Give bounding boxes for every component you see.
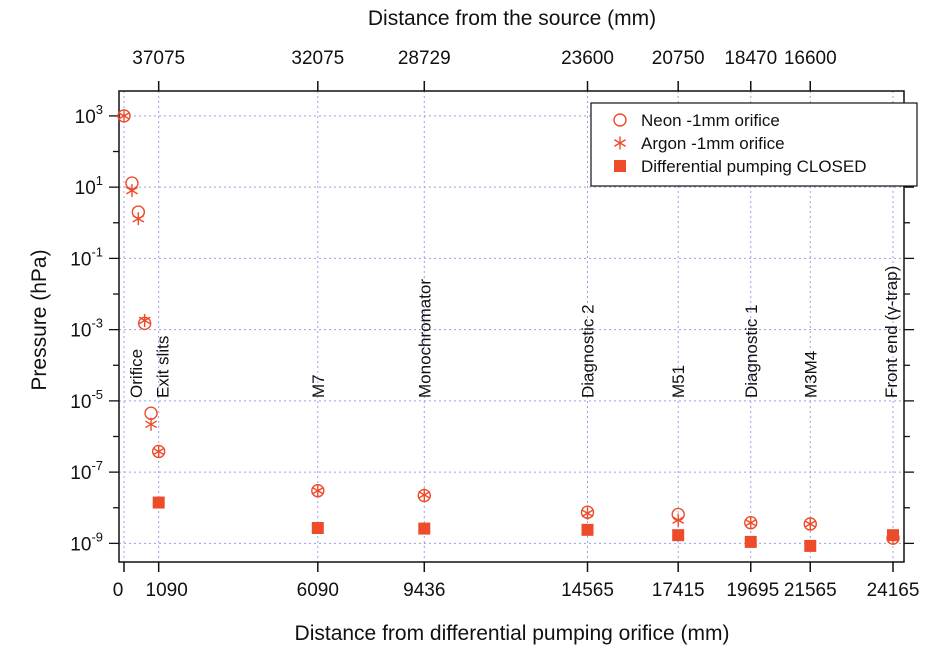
- annotation-label: Front end (γ-trap): [882, 266, 901, 398]
- y-tick-label: 101: [75, 173, 103, 199]
- annotation-label: M7: [309, 374, 328, 398]
- data-point-asterisk: [672, 513, 685, 527]
- x-tick-label: 19695: [726, 580, 779, 601]
- legend-label: Neon -1mm orifice: [641, 111, 780, 130]
- data-point-asterisk: [311, 484, 324, 498]
- data-point-asterisk: [145, 417, 158, 431]
- legend-marker-asterisk: [614, 136, 626, 150]
- x-tick-label: 1090: [146, 580, 188, 601]
- legend-label: Differential pumping CLOSED: [641, 157, 867, 176]
- data-point-asterisk: [138, 314, 151, 328]
- x2-tick-label: 28729: [398, 48, 451, 69]
- legend-marker-circle: [613, 113, 627, 127]
- y-tick-label: 10-3: [70, 316, 103, 342]
- x2-axis-title: Distance from the source (mm): [368, 7, 656, 30]
- location-annotations: Orifice Exit slits M7 Monochromator Diagnost…: [127, 266, 901, 398]
- data-point-asterisk: [125, 184, 138, 198]
- data-point-asterisk: [132, 212, 145, 226]
- legend-box: [590, 102, 918, 187]
- annotation-label: M3M4: [801, 351, 820, 398]
- y-axis-title: Pressure (hPa): [28, 249, 51, 390]
- x2-tick-label: 20750: [652, 48, 705, 69]
- y-tick-label: 10-7: [70, 458, 103, 484]
- data-point-asterisk: [152, 444, 165, 458]
- bottom-x-axis: 0 1090 6090 9436 14565 17415 19695 21565 24165: [113, 562, 920, 601]
- x2-tick-label: 32075: [291, 48, 344, 69]
- y-tick-label: 103: [75, 102, 103, 128]
- annotation-label: Diagnostic 1: [742, 304, 761, 398]
- x2-tick-label: 37075: [132, 48, 185, 69]
- x-tick-label: 17415: [652, 580, 705, 601]
- y-tick-label: 10-9: [70, 529, 103, 555]
- legend-label: Argon -1mm orifice: [641, 134, 785, 153]
- data-point-square: [744, 535, 757, 548]
- y-axis: 103 101 10-1 10-3 10-5 10-7 10-9: [70, 102, 914, 555]
- plot-frame: [118, 90, 905, 563]
- plot-border: [118, 90, 905, 563]
- annotation-label: Monochromator: [415, 279, 434, 398]
- data-point-square: [887, 529, 899, 542]
- y-tick-label: 10-5: [70, 387, 103, 413]
- x-tick-label: 6090: [297, 580, 339, 601]
- x2-tick-label: 18470: [724, 48, 777, 69]
- grid-lines: [119, 91, 904, 562]
- annotation-label: M51: [669, 365, 688, 398]
- top-x-axis: 37075 32075 28729 23600 20750 18470 16600: [132, 48, 837, 91]
- x-tick-label: 21565: [784, 580, 837, 601]
- annotation-label: Diagnostic 2: [579, 304, 598, 398]
- data-point-asterisk: [118, 109, 130, 123]
- x-tick-label: 0: [113, 580, 124, 601]
- data-point-square: [804, 539, 817, 552]
- data-point-square: [152, 496, 165, 509]
- x-tick-label: 24165: [867, 580, 920, 601]
- data-points: [117, 109, 900, 552]
- data-point-square: [672, 529, 685, 542]
- data-point-circle: [144, 406, 158, 420]
- data-point-asterisk: [804, 517, 817, 531]
- annotation-label: Exit slits: [154, 336, 173, 398]
- legend: Neon -1mm orifice Argon -1mm orifice Diffe…: [590, 102, 918, 187]
- data-point-square: [581, 523, 594, 536]
- y-tick-label: 10-1: [70, 244, 103, 270]
- data-point-asterisk: [581, 506, 594, 520]
- data-point-asterisk: [744, 516, 757, 530]
- x-tick-label: 14565: [561, 580, 614, 601]
- data-point-square: [418, 522, 431, 535]
- annotation-label: Orifice: [127, 349, 146, 398]
- data-point-square: [311, 522, 324, 535]
- x2-tick-label: 16600: [784, 48, 837, 69]
- x-tick-label: 9436: [403, 580, 445, 601]
- x2-tick-label: 23600: [561, 48, 614, 69]
- data-point-asterisk: [418, 488, 431, 502]
- x-axis-title: Distance from differential pumping orifi…: [295, 622, 730, 645]
- legend-marker-square: [614, 160, 626, 172]
